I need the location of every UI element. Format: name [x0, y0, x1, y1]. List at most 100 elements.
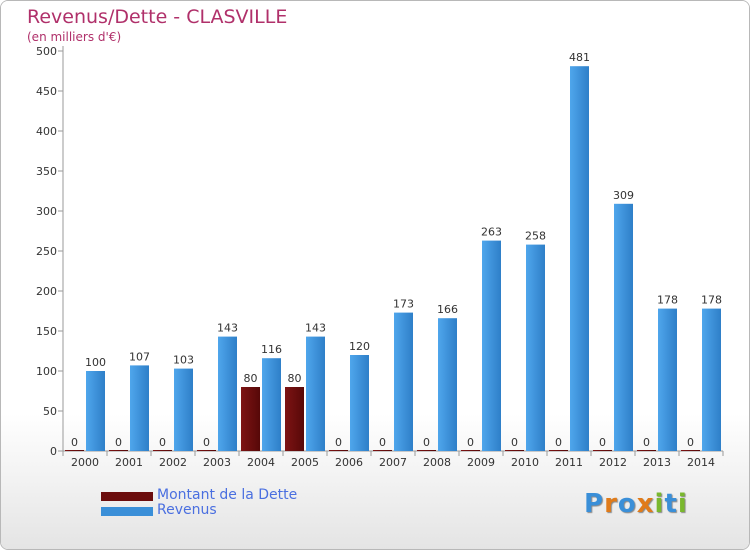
y-tick-label: 500: [36, 45, 57, 58]
y-tick-label: 50: [43, 405, 57, 418]
data-label-revenus: 143: [217, 322, 238, 335]
proxiti-logo: Proxiti: [584, 489, 688, 519]
x-tick-label: 2003: [203, 456, 231, 469]
y-tick-label: 300: [36, 205, 57, 218]
bar-revenus: [526, 244, 545, 451]
x-tick-label: 2001: [115, 456, 143, 469]
data-label-dette: 0: [379, 436, 386, 449]
bar-dette: [593, 450, 612, 451]
chart-title: Revenus/Dette - CLASVILLE: [27, 6, 288, 28]
data-label-revenus: 178: [657, 294, 678, 307]
data-label-revenus: 107: [129, 350, 150, 363]
legend-swatch-revenus: [101, 507, 153, 516]
legend-swatch-dette: [101, 492, 153, 501]
data-label-dette: 0: [159, 436, 166, 449]
bar-revenus: [130, 365, 149, 451]
bar-revenus: [262, 358, 281, 451]
bar-dette: [197, 450, 216, 451]
data-label-revenus: 263: [481, 226, 502, 239]
y-tick-label: 350: [36, 165, 57, 178]
data-label-revenus: 309: [613, 189, 634, 202]
legend-label-revenus: Revenus: [157, 502, 217, 518]
logo-letter: t: [664, 489, 678, 519]
bar-revenus: [570, 66, 589, 451]
bar-revenus: [658, 308, 677, 451]
bar-revenus: [350, 355, 369, 451]
chart-subtitle: (en milliers d'€): [27, 30, 122, 44]
bar-dette: [285, 387, 304, 451]
bar-chart: 0 50 100 150 200 250 300 350 400 450 500 2000 0 100 20…: [36, 45, 724, 469]
data-label-revenus: 116: [261, 343, 282, 356]
data-label-revenus: 103: [173, 354, 194, 367]
data-label-dette: 0: [423, 436, 430, 449]
bar-dette: [505, 450, 524, 451]
data-label-revenus: 120: [349, 340, 370, 353]
data-label-dette: 0: [71, 436, 78, 449]
x-tick-label: 2012: [599, 456, 627, 469]
data-label-dette: 0: [643, 436, 650, 449]
y-tick-label: 450: [36, 85, 57, 98]
bar-revenus: [438, 318, 457, 451]
data-label-revenus: 166: [437, 303, 458, 316]
data-label-revenus: 143: [305, 322, 326, 335]
bar-revenus: [394, 312, 413, 451]
bar-dette: [681, 450, 700, 451]
data-label-dette: 0: [335, 436, 342, 449]
x-tick-label: 2006: [335, 456, 363, 469]
logo-letter: P: [584, 489, 605, 519]
logo-letter: i: [654, 489, 665, 519]
bar-dette: [549, 450, 568, 451]
bar-dette: [637, 450, 656, 451]
x-tick-label: 2009: [467, 456, 495, 469]
bar-dette: [417, 450, 436, 451]
bar-revenus: [702, 308, 721, 451]
data-label-revenus: 258: [525, 230, 546, 243]
x-tick-label: 2010: [511, 456, 539, 469]
bar-revenus: [306, 336, 325, 451]
logo-letter: i: [677, 489, 688, 519]
bar-revenus: [482, 240, 501, 451]
x-tick-label: 2008: [423, 456, 451, 469]
data-label-dette: 0: [555, 436, 562, 449]
data-label-dette: 0: [687, 436, 694, 449]
y-tick-label: 250: [36, 245, 57, 258]
bar-revenus: [86, 371, 105, 451]
bar-dette: [241, 387, 260, 451]
x-tick-label: 2002: [159, 456, 187, 469]
data-label-dette: 80: [244, 372, 258, 385]
x-tick-label: 2000: [71, 456, 99, 469]
logo-letter: o: [617, 489, 637, 519]
logo-letter: r: [604, 489, 618, 519]
data-label-dette: 0: [511, 436, 518, 449]
y-tick-label: 150: [36, 325, 57, 338]
x-tick-label: 2005: [291, 456, 319, 469]
data-label-revenus: 100: [85, 356, 106, 369]
bar-revenus: [218, 336, 237, 451]
data-label-dette: 0: [203, 436, 210, 449]
data-label-dette: 0: [115, 436, 122, 449]
data-label-revenus: 173: [393, 298, 414, 311]
bar-dette: [461, 450, 480, 451]
bar-revenus: [174, 368, 193, 451]
legend-label-dette: Montant de la Dette: [157, 487, 298, 503]
bar-dette: [329, 450, 348, 451]
bar-dette: [65, 450, 84, 451]
bar-dette: [109, 450, 128, 451]
y-tick-label: 200: [36, 285, 57, 298]
bar-dette: [373, 450, 392, 451]
x-tick-label: 2011: [555, 456, 583, 469]
data-label-dette: 80: [288, 372, 302, 385]
x-tick-label: 2007: [379, 456, 407, 469]
x-tick-label: 2014: [687, 456, 715, 469]
x-tick-label: 2013: [643, 456, 671, 469]
data-label-dette: 0: [467, 436, 474, 449]
data-label-dette: 0: [599, 436, 606, 449]
y-tick-label: 400: [36, 125, 57, 138]
data-label-revenus: 481: [569, 51, 590, 64]
x-tick-label: 2004: [247, 456, 275, 469]
bar-dette: [153, 450, 172, 451]
data-label-revenus: 178: [701, 294, 722, 307]
bar-revenus: [614, 203, 633, 451]
logo-letter: x: [636, 489, 655, 519]
